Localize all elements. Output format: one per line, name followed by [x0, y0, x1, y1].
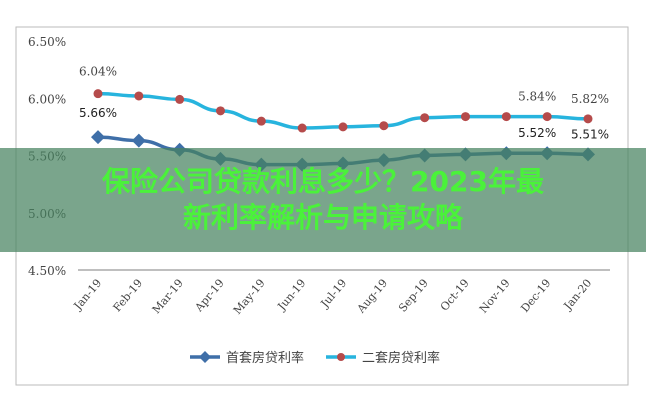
x-tick-label: Mar-19 — [150, 277, 186, 317]
y-tick-label: 6.50% — [28, 35, 66, 49]
legend-label: 首套房贷利率 — [226, 350, 304, 366]
data-point — [216, 106, 225, 116]
legend-marker — [199, 351, 211, 363]
x-tick-label: Jan-20 — [561, 277, 595, 314]
legend-label: 二套房贷利率 — [362, 350, 440, 366]
data-label: 5.66% — [79, 106, 117, 120]
data-point — [91, 130, 105, 145]
data-label: 5.82% — [571, 92, 609, 106]
x-tick-label: Feb-19 — [111, 277, 146, 315]
y-tick-label: 6.00% — [28, 92, 66, 106]
x-tick-label: Oct-19 — [438, 277, 472, 314]
data-point — [542, 112, 552, 122]
data-point — [93, 89, 103, 99]
data-point — [501, 112, 511, 122]
data-point — [175, 94, 185, 104]
data-point — [338, 122, 348, 132]
data-point — [420, 113, 430, 123]
data-label: 5.84% — [518, 90, 556, 104]
x-tick-label: Nov-19 — [477, 277, 513, 316]
data-point — [583, 114, 593, 124]
data-point — [256, 116, 266, 126]
x-tick-label: Aug-19 — [354, 277, 390, 317]
data-label: 5.51% — [571, 127, 609, 141]
banner-title: 保险公司贷款利息多少？2023年最新利率解析与申请攻略 — [102, 165, 544, 234]
y-tick-label: 4.50% — [28, 264, 66, 278]
x-tick-label: Jul-19 — [318, 277, 350, 311]
data-point — [379, 121, 389, 131]
data-point — [131, 133, 146, 148]
x-tick-label: Apr-19 — [192, 277, 227, 315]
data-point — [297, 123, 307, 133]
x-tick-label: Jun-19 — [275, 277, 309, 314]
x-tick-label: Dec-19 — [518, 277, 553, 315]
x-tick-label: Jan-19 — [71, 277, 105, 314]
data-point — [461, 112, 470, 122]
x-tick-label: May-19 — [231, 277, 268, 317]
data-label: 6.04% — [79, 65, 117, 79]
x-tick-label: Sep-19 — [396, 277, 431, 315]
data-label: 5.52% — [518, 126, 556, 140]
data-point — [134, 91, 144, 101]
title-banner: 保险公司贷款利息多少？2023年最新利率解析与申请攻略 — [0, 148, 646, 252]
legend-marker — [337, 353, 345, 361]
